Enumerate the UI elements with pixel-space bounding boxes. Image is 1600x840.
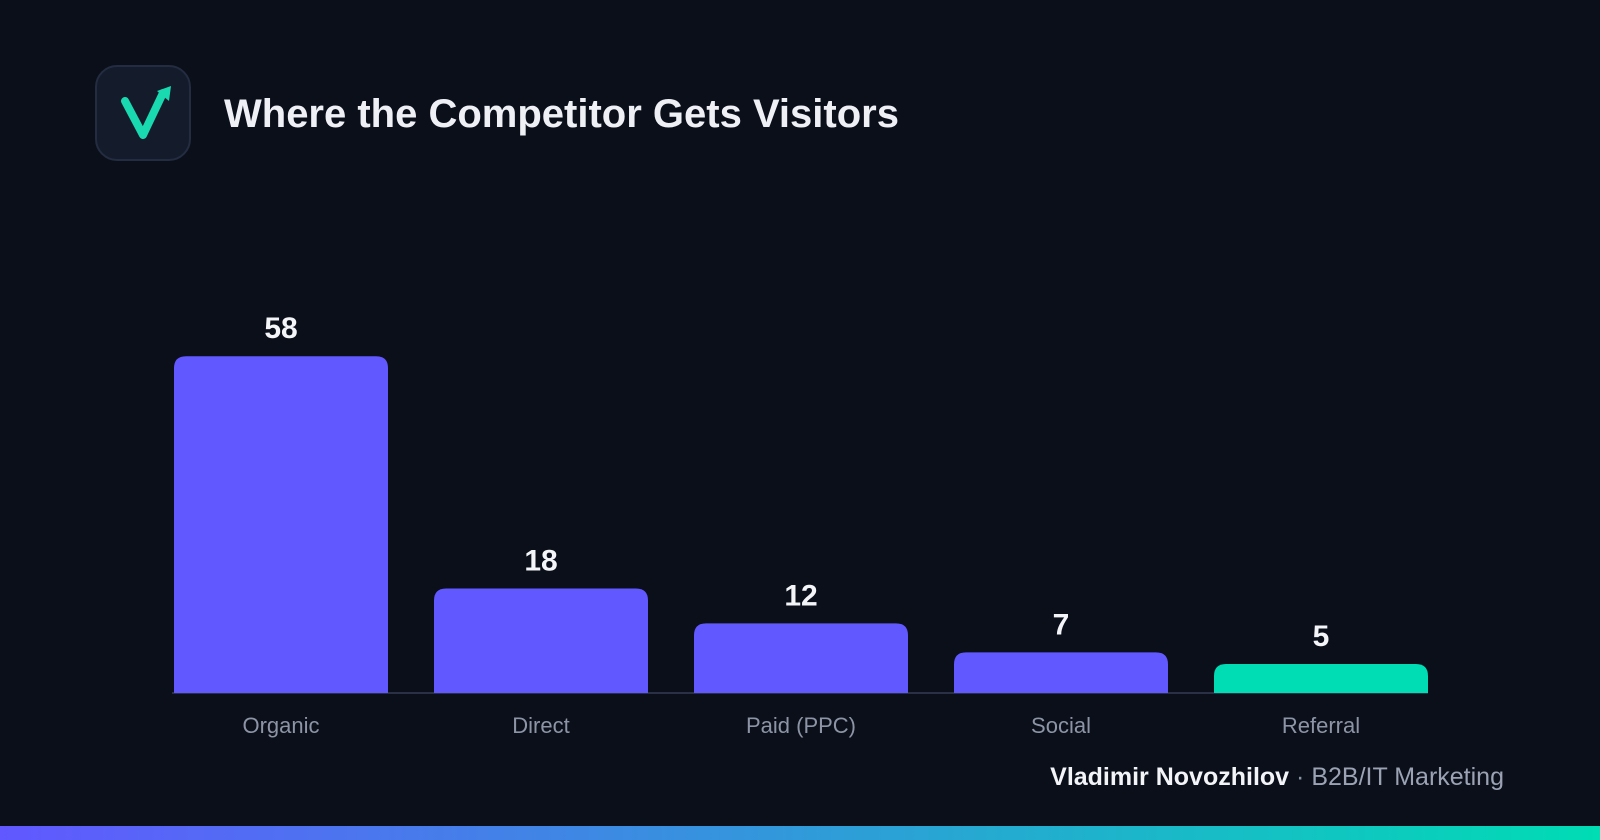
value-label-paid-ppc: 12 bbox=[784, 579, 817, 612]
value-label-referral: 5 bbox=[1313, 620, 1330, 653]
category-label-referral: Referral bbox=[1282, 713, 1360, 738]
footer-separator: · bbox=[1296, 763, 1305, 791]
footer-credit: Vladimir Novozhilov · B2B/IT Marketing bbox=[1050, 762, 1504, 792]
value-label-social: 7 bbox=[1053, 608, 1070, 641]
bar-organic bbox=[174, 356, 388, 693]
author-role: B2B/IT Marketing bbox=[1311, 763, 1504, 791]
author-name: Vladimir Novozhilov bbox=[1050, 763, 1290, 791]
bar-social bbox=[954, 652, 1168, 693]
value-label-organic: 58 bbox=[264, 312, 297, 345]
brand-logo bbox=[95, 65, 191, 161]
category-label-organic: Organic bbox=[242, 713, 319, 738]
category-label-paid-ppc: Paid (PPC) bbox=[746, 713, 856, 738]
bottom-gradient-strip bbox=[0, 826, 1600, 840]
bar-paid-ppc bbox=[694, 623, 908, 693]
bar-direct bbox=[434, 588, 648, 693]
value-label-direct: 18 bbox=[524, 544, 557, 577]
bar-referral bbox=[1214, 663, 1428, 693]
bar-chart: 58 Organic 18 Direct 12 Paid (PPC) 7 Social 5 Ref… bbox=[172, 312, 1428, 738]
category-label-direct: Direct bbox=[512, 713, 569, 738]
page-title: Where the Competitor Gets Visitors bbox=[224, 92, 899, 136]
category-label-social: Social bbox=[1031, 713, 1091, 738]
checkmark-arrow-icon bbox=[121, 86, 171, 139]
